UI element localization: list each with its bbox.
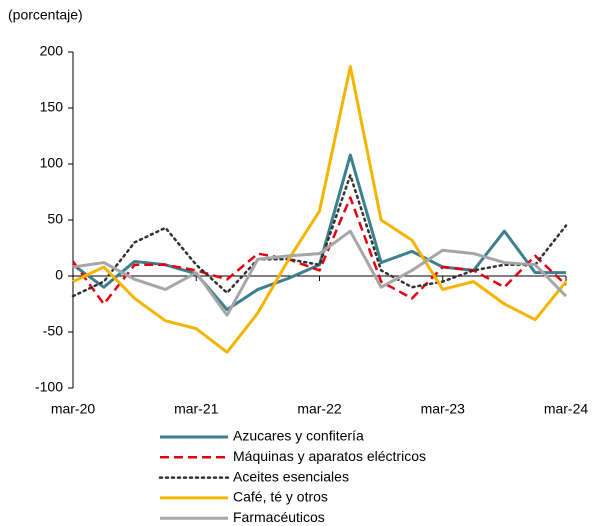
legend-label: Aceites esenciales bbox=[233, 468, 349, 484]
legend-label: Farmacéuticos bbox=[233, 509, 325, 525]
x-tick-label: mar-23 bbox=[421, 401, 466, 417]
x-tick-label: mar-21 bbox=[174, 401, 219, 417]
y-tick-label: 100 bbox=[40, 155, 64, 171]
y-tick-label: -50 bbox=[43, 323, 63, 339]
legend-label: Café, té y otros bbox=[233, 489, 328, 505]
legend-label: Máquinas y aparatos eléctricos bbox=[233, 448, 426, 464]
series-line bbox=[72, 229, 568, 317]
y-tick-label: -100 bbox=[35, 379, 63, 395]
y-axis-label: (porcentaje) bbox=[8, 7, 83, 23]
x-tick-label: mar-20 bbox=[51, 401, 96, 417]
series-line bbox=[72, 65, 568, 354]
y-tick-label: 150 bbox=[40, 99, 64, 115]
y-tick-label: 0 bbox=[55, 267, 63, 283]
y-tick-label: 200 bbox=[40, 43, 64, 59]
legend-label: Azucares y confitería bbox=[233, 428, 364, 444]
x-tick-label: mar-22 bbox=[297, 401, 342, 417]
series-line bbox=[71, 196, 567, 306]
y-tick-label: 50 bbox=[47, 211, 63, 227]
series-line bbox=[72, 153, 566, 312]
x-tick-label: mar-24 bbox=[544, 401, 589, 417]
series-line bbox=[71, 173, 568, 298]
